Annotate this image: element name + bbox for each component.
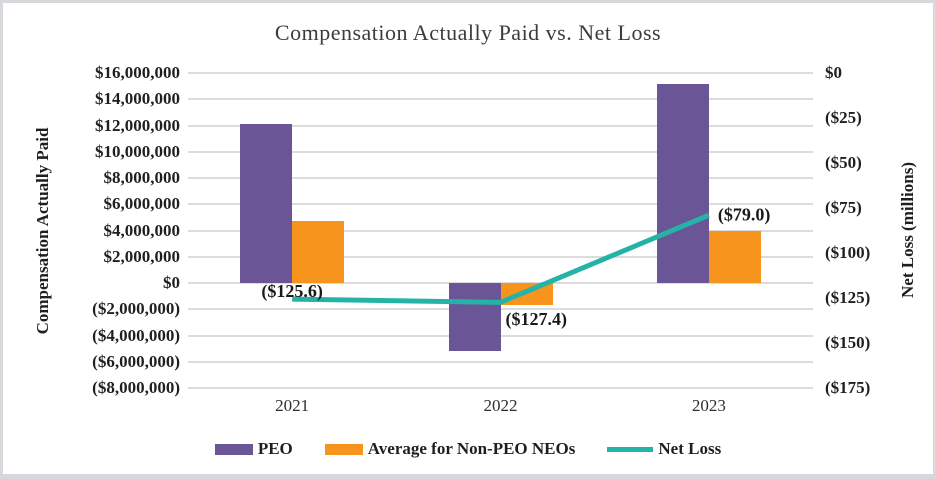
left-axis-tick-label: $10,000,000 bbox=[95, 141, 180, 161]
x-axis-label-2022: 2022 bbox=[483, 396, 518, 415]
gridline bbox=[188, 203, 813, 206]
legend-item-average-for-non-peo-neos: Average for Non-PEO NEOs bbox=[324, 439, 576, 459]
bar-non-peo-neos-2022 bbox=[500, 283, 553, 306]
legend-item-net-loss: Net Loss bbox=[607, 439, 721, 459]
bar-peo-2021 bbox=[240, 124, 293, 283]
right-axis-tick-label: ($125) bbox=[825, 288, 871, 307]
bar-non-peo-neos-2021 bbox=[292, 221, 345, 283]
left-axis-tick-label: $0 bbox=[163, 273, 180, 292]
gridline bbox=[188, 150, 813, 153]
right-axis-tick-label: ($150) bbox=[825, 333, 871, 352]
legend: PEO Average for Non-PEO NEOs Net Loss bbox=[3, 439, 933, 459]
right-axis-tick-label: ($75) bbox=[825, 198, 862, 217]
right-axis-tick-label: ($25) bbox=[825, 108, 862, 127]
net-loss-data-label: ($127.4) bbox=[505, 309, 568, 330]
gridline bbox=[188, 387, 813, 389]
net-loss-data-label: ($125.6) bbox=[261, 281, 323, 302]
right-axis-tick-label: ($100) bbox=[825, 243, 871, 262]
left-axis-tick-label: $2,000,000 bbox=[103, 246, 181, 266]
legend-label: Average for Non-PEO NEOs bbox=[367, 439, 576, 458]
right-axis-tick-label: $0 bbox=[825, 63, 842, 82]
left-axis-tick-label: $6,000,000 bbox=[103, 194, 181, 214]
net-loss-data-label: ($79.0) bbox=[717, 204, 771, 225]
x-axis-label-2021: 2021 bbox=[275, 396, 310, 415]
left-axis-tick-label: ($2,000,000) bbox=[92, 299, 180, 319]
gridline bbox=[188, 124, 813, 127]
left-axis-tick-label: $8,000,000 bbox=[103, 168, 181, 187]
left-axis-tick-label: ($6,000,000) bbox=[92, 351, 180, 371]
gridline bbox=[188, 98, 813, 101]
legend-label: PEO bbox=[257, 439, 293, 458]
left-axis-tick-label: $4,000,000 bbox=[103, 220, 181, 240]
gridline bbox=[188, 72, 813, 74]
legend-item-peo: PEO bbox=[214, 439, 293, 459]
left-axis-tick-label: $14,000,000 bbox=[95, 89, 180, 109]
bar-non-peo-neos-2023 bbox=[708, 230, 761, 283]
right-axis-title: Net Loss (millions) bbox=[898, 162, 917, 298]
left-axis-tick-label: ($8,000,000) bbox=[92, 378, 180, 397]
gridline bbox=[188, 334, 813, 337]
legend-line-swatch bbox=[607, 446, 654, 452]
legend-label: Net Loss bbox=[658, 439, 722, 458]
gridline bbox=[188, 177, 813, 179]
left-axis-tick-label: $12,000,000 bbox=[95, 115, 180, 135]
chart-title: Compensation Actually Paid vs. Net Loss bbox=[274, 20, 662, 45]
left-axis-tick-label: $16,000,000 bbox=[95, 63, 180, 82]
gridline bbox=[188, 308, 813, 311]
right-axis-tick-label: ($50) bbox=[825, 153, 862, 172]
legend-bar-swatch bbox=[214, 443, 253, 455]
bar-peo-2023 bbox=[656, 83, 709, 283]
gridline bbox=[188, 360, 813, 363]
left-axis-tick-label: ($4,000,000) bbox=[92, 325, 180, 345]
x-axis-label-2023: 2023 bbox=[691, 396, 726, 415]
bar-peo-2022 bbox=[448, 283, 501, 352]
legend-bar-swatch bbox=[324, 443, 363, 455]
right-axis-tick-label: ($175) bbox=[825, 378, 871, 397]
